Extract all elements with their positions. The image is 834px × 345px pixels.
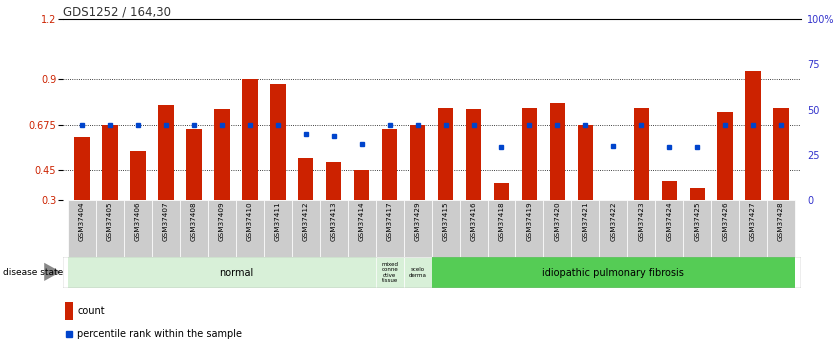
Bar — [550, 104, 565, 200]
Text: scelo
derma: scelo derma — [409, 267, 427, 278]
Bar — [270, 85, 285, 200]
Bar — [298, 158, 314, 200]
Bar — [214, 109, 229, 200]
Text: percentile rank within the sample: percentile rank within the sample — [78, 329, 242, 339]
Bar — [466, 109, 481, 200]
Bar — [634, 108, 649, 200]
Bar — [494, 183, 510, 200]
Bar — [375, 257, 404, 288]
Text: GSM37410: GSM37410 — [247, 202, 253, 242]
Text: GSM37422: GSM37422 — [610, 202, 616, 242]
Bar — [627, 200, 656, 257]
Bar — [739, 200, 767, 257]
Bar — [515, 200, 544, 257]
Bar — [717, 111, 733, 200]
Text: GSM37426: GSM37426 — [722, 202, 728, 242]
Bar — [578, 125, 593, 200]
Text: disease state: disease state — [3, 268, 63, 277]
Bar — [375, 200, 404, 257]
Bar — [180, 200, 208, 257]
Text: GSM37404: GSM37404 — [79, 202, 85, 242]
Bar — [488, 200, 515, 257]
Bar — [68, 200, 96, 257]
Bar — [432, 200, 460, 257]
Text: GSM37406: GSM37406 — [135, 202, 141, 242]
Polygon shape — [44, 263, 61, 281]
Bar — [544, 200, 571, 257]
Text: GSM37413: GSM37413 — [331, 202, 337, 242]
Bar — [438, 108, 453, 200]
Text: GSM37427: GSM37427 — [750, 202, 756, 242]
Bar — [605, 200, 621, 213]
Bar — [354, 170, 369, 200]
Bar — [292, 200, 319, 257]
Bar — [158, 105, 173, 200]
Text: GSM37420: GSM37420 — [555, 202, 560, 242]
Bar — [264, 200, 292, 257]
Bar — [600, 200, 627, 257]
Bar — [661, 181, 677, 200]
Text: GDS1252 / 164,30: GDS1252 / 164,30 — [63, 5, 170, 18]
Bar — [404, 257, 432, 288]
Text: GSM37408: GSM37408 — [191, 202, 197, 242]
Bar — [65, 303, 73, 320]
Bar — [208, 200, 236, 257]
Text: GSM37418: GSM37418 — [499, 202, 505, 242]
Text: idiopathic pulmonary fibrosis: idiopathic pulmonary fibrosis — [542, 268, 684, 277]
Text: GSM37405: GSM37405 — [107, 202, 113, 242]
Text: GSM37412: GSM37412 — [303, 202, 309, 242]
Bar — [746, 71, 761, 200]
Bar — [410, 125, 425, 200]
Text: GSM37423: GSM37423 — [638, 202, 645, 242]
Text: GSM37411: GSM37411 — [275, 202, 281, 242]
Text: GSM37425: GSM37425 — [694, 202, 701, 242]
Bar — [319, 200, 348, 257]
Text: GSM37415: GSM37415 — [443, 202, 449, 242]
Bar — [683, 200, 711, 257]
Bar — [186, 129, 202, 200]
Bar — [773, 108, 789, 200]
Bar — [767, 200, 795, 257]
Bar — [74, 137, 90, 200]
Bar — [96, 200, 124, 257]
Bar — [326, 162, 341, 200]
Text: GSM37407: GSM37407 — [163, 202, 169, 242]
Bar — [103, 125, 118, 200]
Text: mixed
conne
ctive
tissue: mixed conne ctive tissue — [381, 262, 398, 283]
Bar — [690, 188, 705, 200]
Bar — [68, 257, 404, 288]
Text: GSM37421: GSM37421 — [582, 202, 588, 242]
Text: normal: normal — [219, 268, 253, 277]
Text: GSM37414: GSM37414 — [359, 202, 364, 242]
Bar — [124, 200, 152, 257]
Bar — [236, 200, 264, 257]
Bar — [348, 200, 375, 257]
Bar — [571, 200, 600, 257]
Text: count: count — [78, 306, 105, 316]
Text: GSM37416: GSM37416 — [470, 202, 476, 242]
Bar — [656, 200, 683, 257]
Text: GSM37429: GSM37429 — [414, 202, 420, 242]
Bar — [522, 108, 537, 200]
Text: GSM37417: GSM37417 — [387, 202, 393, 242]
Bar — [711, 200, 739, 257]
Bar — [432, 257, 795, 288]
Text: GSM37424: GSM37424 — [666, 202, 672, 242]
Bar — [130, 151, 146, 200]
Bar — [152, 200, 180, 257]
Bar — [404, 200, 432, 257]
Text: GSM37428: GSM37428 — [778, 202, 784, 242]
Bar — [382, 129, 397, 200]
Text: GSM37409: GSM37409 — [219, 202, 225, 242]
Text: GSM37419: GSM37419 — [526, 202, 532, 242]
Bar — [242, 79, 258, 200]
Bar — [460, 200, 488, 257]
